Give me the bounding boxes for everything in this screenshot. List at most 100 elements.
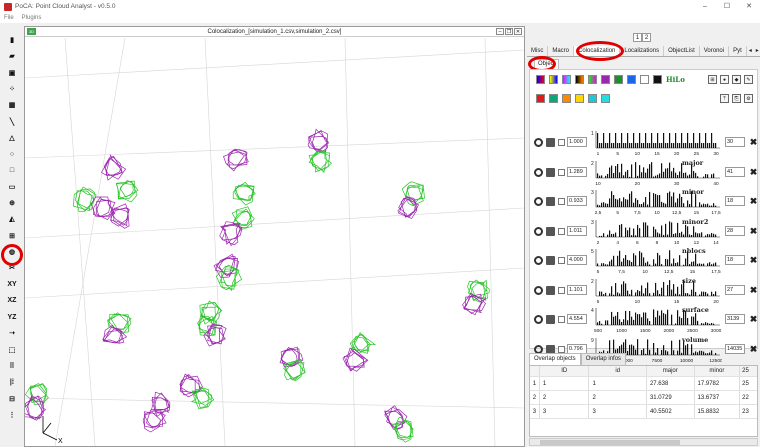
color-swatch-row2-2[interactable] — [549, 94, 558, 103]
feature-value-field[interactable]: 0.933 — [567, 196, 587, 206]
remove-feature-icon[interactable]: ✖ — [749, 255, 758, 265]
drop-toggle-icon[interactable]: ◆ — [732, 75, 741, 84]
feature-histogram[interactable]: 4 500 1000 1500 2000 2500 3000 — [590, 306, 722, 333]
triangle-tool-icon[interactable]: △ — [9, 134, 15, 142]
visibility-eye-icon[interactable] — [534, 344, 543, 354]
table-row[interactable]: 1 1 1 27.638 17.9782 25 — [530, 377, 757, 391]
colormap-swatch-4[interactable] — [575, 75, 584, 84]
layout-icon[interactable]: ⊟ — [9, 395, 15, 403]
feature-value-field[interactable]: 1.289 — [567, 166, 587, 177]
hilo-colormap-button[interactable]: HiLo — [666, 75, 685, 84]
points-icon[interactable]: ⁘ — [9, 85, 15, 93]
object-cloud-25[interactable] — [349, 331, 377, 354]
object-cloud-6[interactable] — [232, 181, 256, 206]
object-cloud-21[interactable] — [102, 324, 128, 344]
feature-value-field[interactable]: 1.011 — [567, 225, 587, 236]
feature-value-field[interactable]: 1.101 — [567, 284, 587, 295]
feature-checkbox[interactable] — [558, 198, 565, 205]
save-icon[interactable]: ▣ — [8, 69, 16, 77]
object-cloud-5[interactable] — [110, 203, 130, 229]
bounding-box-icon[interactable]: ⬚ — [8, 346, 16, 354]
object-cloud-33[interactable] — [383, 405, 408, 430]
visibility-eye-icon[interactable] — [534, 197, 543, 206]
close-button[interactable]: ✕ — [746, 3, 752, 10]
remove-feature-icon[interactable]: ✖ — [749, 137, 758, 147]
column-header[interactable]: ID — [540, 366, 590, 376]
bins-field[interactable]: 41 — [725, 166, 745, 177]
tab-python[interactable]: Pyt — [729, 46, 747, 56]
brush-icon[interactable]: ✎ — [744, 75, 753, 84]
colormap-swatch-1[interactable] — [536, 75, 545, 84]
bins-field[interactable]: 3139 — [725, 314, 745, 324]
column-header[interactable]: minor — [695, 366, 741, 376]
stats-icon[interactable]: ⎘ — [732, 94, 741, 103]
dots-grid-icon[interactable]: ⠿ — [9, 363, 15, 370]
color-swatch-4[interactable] — [640, 75, 649, 84]
feature-value-field[interactable]: 4.000 — [567, 255, 587, 265]
object-cloud-29[interactable] — [142, 409, 167, 433]
remove-feature-icon[interactable]: ✖ — [749, 284, 758, 295]
tab-macro[interactable]: Macro — [548, 46, 575, 56]
save-feature-icon[interactable] — [546, 138, 555, 147]
feature-histogram[interactable]: 3 2 4 6 8 10 12 14 — [590, 218, 722, 245]
remove-feature-icon[interactable]: ✖ — [749, 225, 758, 236]
color-swatch-3[interactable] — [627, 75, 636, 84]
object-cloud-20[interactable] — [106, 312, 132, 335]
feature-histogram[interactable]: 5 5 7,5 10 12,5 15 17,5 — [590, 247, 722, 274]
remove-feature-icon[interactable]: ✖ — [749, 314, 758, 324]
object-cloud-9[interactable] — [308, 148, 333, 174]
feature-histogram[interactable]: 2 10 20 30 40 — [590, 159, 722, 186]
view-restore-button[interactable]: ❐ — [505, 28, 513, 35]
object-cloud-3[interactable] — [115, 180, 139, 203]
bins-field[interactable]: 18 — [725, 255, 745, 265]
page-tab-1[interactable]: 1 — [633, 33, 642, 42]
feature-checkbox[interactable] — [558, 345, 565, 353]
table-row[interactable]: 2 2 2 31.0729 13.6737 22 — [530, 391, 757, 405]
remove-feature-icon[interactable]: ✖ — [749, 343, 758, 354]
open-folder-icon[interactable]: ▰ — [9, 53, 15, 61]
arrow-icon[interactable]: ➝ — [9, 330, 15, 338]
color-swatch-5[interactable] — [653, 75, 662, 84]
square-tool-icon[interactable]: □ — [9, 166, 15, 174]
object-cloud-22[interactable] — [203, 324, 227, 347]
page-tab-2[interactable]: 2 — [642, 33, 651, 42]
save-feature-icon[interactable] — [546, 315, 555, 324]
remove-feature-icon[interactable]: ✖ — [749, 196, 758, 206]
object-cloud-28[interactable] — [25, 395, 47, 421]
save-feature-icon[interactable] — [546, 226, 555, 236]
visibility-eye-icon[interactable] — [534, 256, 543, 265]
minimize-button[interactable]: – — [703, 3, 707, 10]
column-header[interactable]: major — [647, 366, 695, 376]
tab-scroll-right-icon[interactable]: ▸ — [755, 48, 759, 54]
view-xz-icon[interactable]: XZ — [7, 297, 17, 305]
save-feature-icon[interactable] — [546, 167, 555, 177]
bins-field[interactable]: 28 — [725, 225, 745, 236]
color-swatch-1[interactable] — [601, 75, 610, 84]
menu-file[interactable]: File — [4, 15, 14, 21]
object-cloud-8[interactable] — [307, 128, 329, 153]
open-file-icon[interactable]: ▮ — [10, 37, 14, 44]
remove-feature-icon[interactable]: ✖ — [749, 166, 758, 177]
object-cloud-15[interactable] — [215, 264, 243, 292]
line-tool-icon[interactable]: ╲ — [9, 118, 15, 126]
tab-voronoi[interactable]: Voronoi — [700, 46, 730, 56]
color-swatch-2[interactable] — [614, 75, 623, 84]
feature-checkbox[interactable] — [558, 257, 565, 264]
color-swatch-row2-3[interactable] — [562, 94, 571, 103]
settings-icon[interactable]: ⚙ — [744, 94, 753, 103]
feature-checkbox[interactable] — [558, 227, 565, 235]
save-feature-icon[interactable] — [546, 285, 555, 295]
crosshair-icon[interactable]: ⊕ — [9, 200, 15, 207]
bins-field[interactable]: 14035 — [725, 343, 745, 354]
object-cloud-26[interactable] — [342, 347, 369, 372]
grid-icon[interactable]: ▦ — [8, 102, 16, 110]
colormap-icon[interactable]: ◭ — [9, 216, 15, 224]
colormap-swatch-2[interactable] — [549, 75, 558, 84]
circle-toggle-icon[interactable]: ● — [720, 75, 729, 84]
colormap-swatch-3[interactable] — [562, 75, 571, 84]
save-feature-icon[interactable] — [546, 344, 555, 354]
save-feature-icon[interactable] — [546, 256, 555, 265]
scissors-icon[interactable]: ✂ — [9, 265, 15, 273]
color-swatch-row2-5[interactable] — [588, 94, 597, 103]
polygon-tool-icon[interactable]: ▭ — [8, 183, 16, 191]
